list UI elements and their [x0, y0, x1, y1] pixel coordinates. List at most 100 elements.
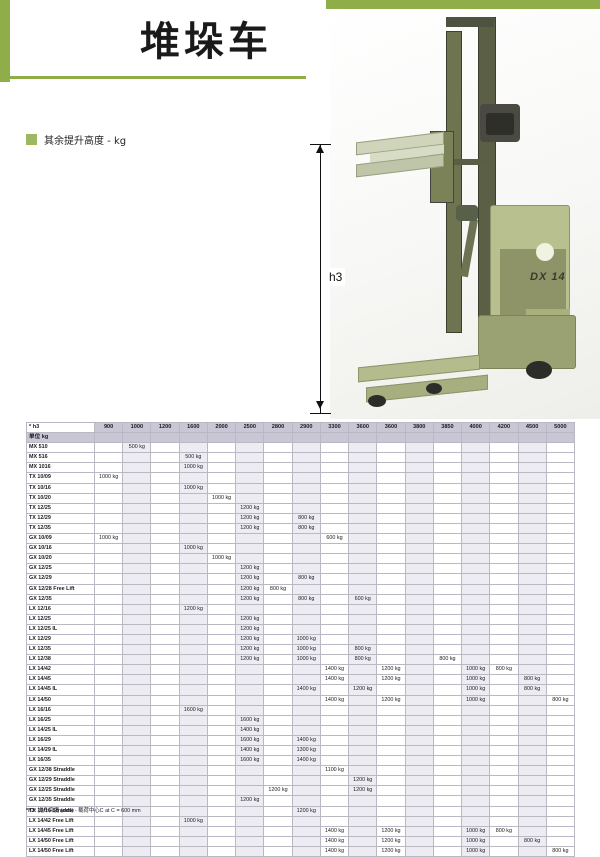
- capacity-cell: 1000 kg: [178, 462, 208, 474]
- capacity-cell: [376, 603, 406, 615]
- capacity-cell: [489, 533, 519, 545]
- capacity-cell: [235, 845, 265, 857]
- capacity-cell: [517, 472, 547, 484]
- capacity-cell: [348, 472, 378, 484]
- capacity-cell: [376, 522, 406, 535]
- capacity-cell: 1600 kg: [235, 734, 265, 747]
- capacity-cell: [319, 795, 350, 807]
- capacity-cell: [150, 603, 180, 615]
- capacity-cell: [291, 835, 321, 847]
- capacity-cell: [348, 522, 378, 535]
- capacity-cell: 1000 kg: [178, 815, 208, 827]
- capacity-cell: [348, 845, 378, 857]
- table-row: LX 14/50 Free Lift 1400 kg 1200 kg 1000 kg 8…: [26, 835, 575, 847]
- capacity-cell: [178, 734, 208, 747]
- capacity-cell: [122, 472, 152, 484]
- capacity-cell: [376, 654, 406, 666]
- capacity-cell: [178, 684, 208, 696]
- column-header-3800: 3800: [404, 421, 434, 434]
- capacity-cell: [291, 795, 321, 807]
- capacity-cell: 1600 kg: [235, 755, 265, 767]
- capacity-cell: [461, 633, 491, 646]
- table-row: LX 14/45 IL 1400 kg 1200 kg 1000 kg 800 kg: [26, 684, 575, 696]
- capacity-cell: [178, 744, 208, 757]
- capacity-cell: [489, 755, 519, 767]
- capacity-cell: [235, 825, 265, 837]
- capacity-cell: [517, 583, 547, 595]
- row-model-name: TX 12/29: [26, 512, 95, 524]
- capacity-cell: [263, 442, 293, 454]
- column-header-1000: 1000: [122, 421, 152, 434]
- capacity-cell: [122, 795, 152, 807]
- capacity-cell: [517, 492, 547, 504]
- capacity-cell: [517, 462, 547, 474]
- capacity-cell: [432, 593, 463, 605]
- capacity-cell: [93, 482, 124, 494]
- capacity-cell: [319, 613, 350, 625]
- machine-model-text: DX 14: [530, 271, 566, 283]
- capacity-cell: [489, 765, 519, 777]
- capacity-cell: [122, 835, 152, 847]
- capacity-cell: [376, 462, 406, 474]
- capacity-cell: [122, 765, 152, 777]
- top-accent-bar: [326, 0, 600, 9]
- capacity-cell: [489, 603, 519, 615]
- capacity-cell: [461, 533, 491, 545]
- capacity-cell: [263, 815, 293, 827]
- capacity-cell: [150, 664, 180, 676]
- capacity-cell: 1000 kg: [93, 533, 124, 545]
- capacity-cell: [150, 815, 180, 827]
- capacity-cell: [150, 845, 180, 857]
- column-unit-4500: [517, 432, 547, 444]
- capacity-cell: [432, 724, 463, 736]
- capacity-cell: [461, 553, 491, 565]
- table-row: LX 14/45 1400 kg 1200 kg 1000 kg 800 kg: [26, 674, 575, 686]
- capacity-cell: [461, 472, 491, 484]
- capacity-cell: 800 kg: [291, 573, 321, 585]
- capacity-cell: [263, 573, 293, 585]
- capacity-cell: [291, 482, 321, 494]
- capacity-cell: [489, 674, 519, 686]
- capacity-cell: [319, 462, 350, 474]
- capacity-cell: [122, 502, 152, 514]
- capacity-cell: [404, 613, 434, 625]
- capacity-cell: [404, 845, 434, 857]
- row-model-name: TX 12/35: [26, 522, 95, 535]
- capacity-cell: [432, 502, 463, 514]
- mast-top-bar: [446, 17, 494, 27]
- capacity-cell: [93, 674, 124, 686]
- capacity-cell: [432, 815, 463, 827]
- capacity-cell: [263, 694, 293, 706]
- capacity-cell: [206, 775, 237, 787]
- capacity-cell: 1200 kg: [376, 825, 406, 837]
- capacity-cell: [432, 603, 463, 615]
- capacity-cell: [291, 825, 321, 837]
- capacity-cell: [517, 512, 547, 524]
- row-model-name: GX 12/35 Straddle: [26, 795, 95, 807]
- capacity-cell: [178, 845, 208, 857]
- capacity-cell: [432, 442, 463, 454]
- capacity-cell: [93, 502, 124, 514]
- capacity-cell: [319, 502, 350, 514]
- capacity-cell: [206, 795, 237, 807]
- capacity-cell: [319, 442, 350, 454]
- header-unit-label: 单位 kg: [26, 432, 95, 444]
- capacity-cell: 1000 kg: [178, 543, 208, 555]
- capacity-cell: [376, 502, 406, 514]
- capacity-cell: [150, 795, 180, 807]
- column-unit-900: [93, 432, 124, 444]
- capacity-cell: [376, 472, 406, 484]
- capacity-cell: [432, 664, 463, 676]
- capacity-cell: 1000 kg: [178, 482, 208, 494]
- column-unit-3300: [319, 432, 350, 444]
- capacity-cell: 1200 kg: [235, 563, 265, 575]
- capacity-cell: [432, 472, 463, 484]
- capacity-cell: [206, 452, 237, 464]
- capacity-cell: [206, 734, 237, 747]
- capacity-cell: [545, 714, 575, 726]
- row-model-name: LX 14/45 Free Lift: [26, 825, 95, 837]
- capacity-cell: 1200 kg: [376, 674, 406, 686]
- capacity-cell: [545, 795, 575, 807]
- capacity-cell: [263, 613, 293, 625]
- capacity-cell: [206, 825, 237, 837]
